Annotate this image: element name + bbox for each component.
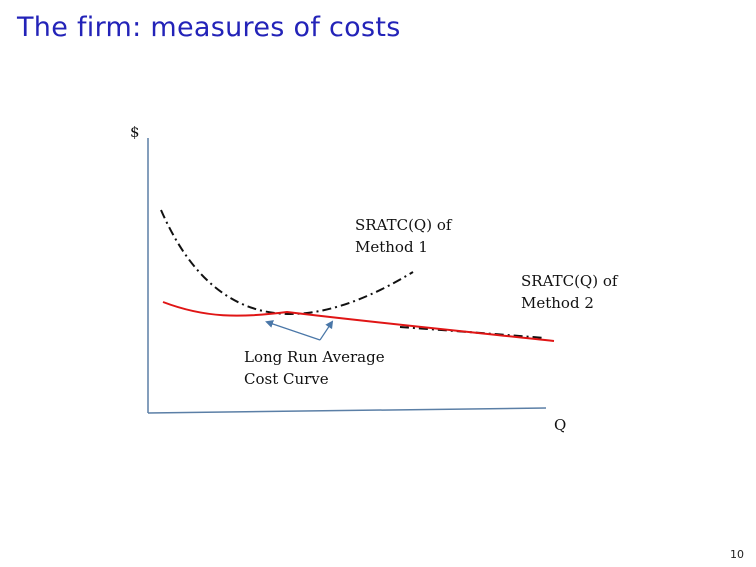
y-axis-label: $ bbox=[130, 123, 140, 141]
lrac-pointer-left-arrow bbox=[265, 320, 321, 341]
sratc-method-1-label-line2: Method 1 bbox=[355, 238, 428, 256]
sratc-method-1-label-line1: SRATC(Q) of bbox=[355, 216, 452, 234]
sratc-method-2-label-line2: Method 2 bbox=[521, 294, 594, 312]
x-axis-label: Q bbox=[554, 416, 567, 434]
lrac-label: Long Run Average Cost Curve bbox=[244, 346, 385, 390]
sratc-method-2-label-line1: SRATC(Q) of bbox=[521, 272, 618, 290]
lrac-label-line1: Long Run Average bbox=[244, 348, 385, 366]
lrac-curve bbox=[162, 301, 555, 342]
page-number: 10 bbox=[730, 548, 744, 561]
lrac-pointer-right-arrow bbox=[319, 320, 334, 341]
x-axis bbox=[147, 407, 547, 414]
sratc-method-2-label: SRATC(Q) of Method 2 bbox=[521, 270, 617, 314]
sratc-method-1-curve bbox=[160, 209, 414, 315]
lrac-label-line2: Cost Curve bbox=[244, 370, 329, 388]
slide-title: The firm: measures of costs bbox=[17, 12, 401, 43]
sratc-method-1-label: SRATC(Q) of Method 1 bbox=[355, 214, 451, 258]
